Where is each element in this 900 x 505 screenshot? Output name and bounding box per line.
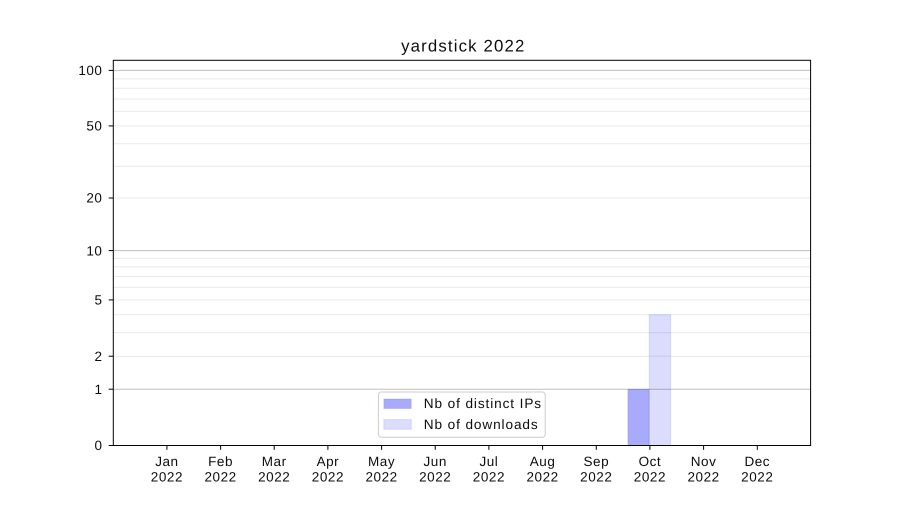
svg-text:Dec: Dec <box>744 454 770 469</box>
svg-text:Mar: Mar <box>262 454 287 469</box>
svg-text:2022: 2022 <box>741 470 773 485</box>
svg-text:2022: 2022 <box>204 470 236 485</box>
svg-text:2022: 2022 <box>312 470 344 485</box>
svg-text:20: 20 <box>86 191 102 206</box>
svg-text:Jan: Jan <box>155 454 178 469</box>
svg-text:2022: 2022 <box>365 470 397 485</box>
svg-text:2022: 2022 <box>473 470 505 485</box>
svg-text:10: 10 <box>86 243 102 258</box>
svg-text:Apr: Apr <box>317 454 340 469</box>
svg-text:100: 100 <box>78 63 102 78</box>
svg-text:2022: 2022 <box>580 470 612 485</box>
svg-text:2022: 2022 <box>687 470 719 485</box>
svg-text:May: May <box>368 454 395 469</box>
svg-text:50: 50 <box>86 119 102 134</box>
svg-text:1: 1 <box>94 382 102 397</box>
svg-text:Jun: Jun <box>423 454 446 469</box>
svg-text:Aug: Aug <box>530 454 556 469</box>
svg-text:Sep: Sep <box>583 454 609 469</box>
svg-text:Nov: Nov <box>691 454 717 469</box>
svg-text:2022: 2022 <box>419 470 451 485</box>
svg-text:2: 2 <box>94 349 102 364</box>
svg-text:Nb of downloads: Nb of downloads <box>424 417 539 432</box>
svg-text:yardstick 2022: yardstick 2022 <box>401 37 525 56</box>
svg-text:Oct: Oct <box>639 454 662 469</box>
svg-text:0: 0 <box>94 438 102 453</box>
svg-text:Feb: Feb <box>208 454 233 469</box>
svg-text:2022: 2022 <box>151 470 183 485</box>
svg-text:2022: 2022 <box>526 470 558 485</box>
svg-text:5: 5 <box>94 293 102 308</box>
svg-text:2022: 2022 <box>634 470 666 485</box>
svg-text:Jul: Jul <box>479 454 498 469</box>
svg-text:Nb of distinct IPs: Nb of distinct IPs <box>424 396 542 411</box>
svg-text:2022: 2022 <box>258 470 290 485</box>
